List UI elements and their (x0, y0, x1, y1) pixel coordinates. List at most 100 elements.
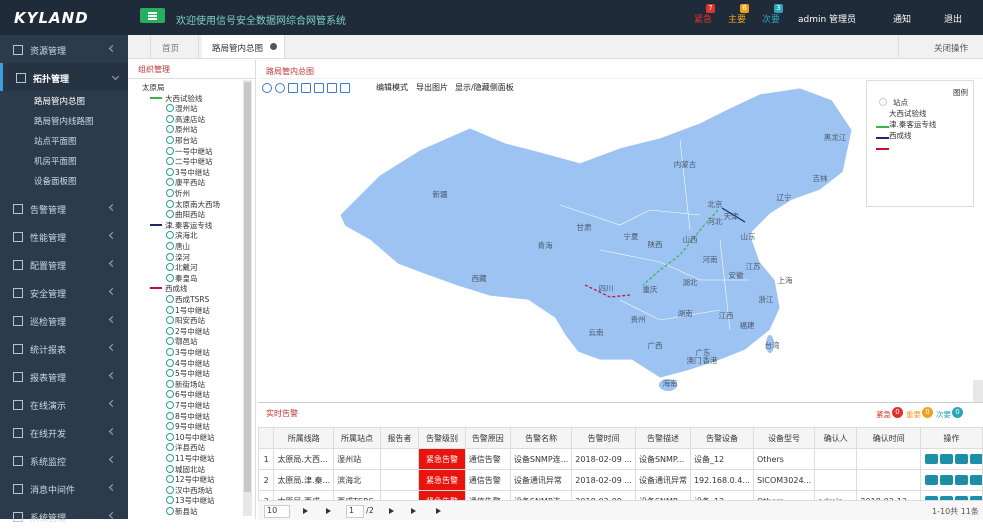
toolbar-icon[interactable] (327, 83, 337, 93)
tree-station[interactable]: 鄠邑站 (175, 337, 198, 347)
tree-station[interactable]: 7号中继站 (175, 401, 210, 410)
tree-station[interactable]: 忻州 (175, 189, 190, 198)
page-nav[interactable] (436, 508, 441, 514)
nav-item[interactable]: 统计报表 (0, 334, 128, 362)
nav-subitem[interactable]: 路局管内线路图 (34, 117, 94, 127)
tree-station[interactable]: 1号中继站 (175, 305, 210, 315)
page-nav[interactable] (411, 508, 416, 514)
toolbar-button[interactable]: 编辑模式 (376, 83, 408, 92)
tree-station[interactable]: 3号中继站 (175, 348, 210, 357)
nav-item[interactable]: 性能管理 (0, 222, 128, 250)
tree-station[interactable]: 唐山 (175, 242, 190, 251)
nav-subitem[interactable]: 路局管内总图 (34, 97, 86, 107)
user-menu[interactable]: admin 管理员 (798, 15, 857, 25)
tree-station[interactable]: 10号中继站 (175, 432, 215, 442)
tree-line[interactable]: 西成线 (165, 284, 188, 294)
action-button[interactable] (970, 475, 982, 485)
nav-item[interactable]: 系统监控 (0, 446, 128, 474)
alarm-row[interactable]: 3 太原局.西成... 西成TSRS 紧急告警 通信告警 设备SNMP连... 2018-0… (258, 490, 983, 500)
tree-line[interactable]: 津.秦客运专线 (165, 220, 213, 230)
tree-station[interactable]: 二号中继站 (175, 157, 213, 167)
toolbar-button[interactable]: 导出图片 (416, 83, 448, 92)
tab[interactable]: 路局管内总图 (202, 35, 285, 58)
toolbar-icon[interactable] (288, 83, 298, 93)
page-size[interactable]: 10 (264, 505, 290, 518)
tree-station[interactable]: 13号中继站 (175, 496, 215, 506)
nav-item[interactable]: 报表管理 (0, 362, 128, 390)
tree-station[interactable]: 5号中继站 (175, 369, 210, 379)
tree-station[interactable]: 太原南大西场 (175, 199, 220, 209)
tree-station[interactable]: 8号中继站 (175, 411, 210, 421)
tree-station[interactable]: 3号中继站 (175, 167, 210, 177)
action-button[interactable] (940, 454, 954, 464)
nav-item[interactable]: 告警管理 (0, 194, 128, 222)
notice[interactable]: 通知 (893, 15, 912, 25)
tree-station[interactable]: 北戴河 (175, 263, 198, 273)
action-button[interactable] (940, 475, 954, 485)
nav-subitem[interactable]: 站点平面图 (34, 137, 77, 147)
tree-station[interactable]: 邢台站 (175, 136, 198, 145)
nav-item[interactable]: 配置管理 (0, 250, 128, 278)
toolbar-icon[interactable] (262, 83, 272, 93)
toolbar-icon[interactable] (314, 83, 324, 93)
nav-item[interactable]: 系统管理 (0, 502, 128, 530)
toolbar-icon[interactable] (301, 83, 311, 93)
logout[interactable]: 退出 (944, 15, 963, 25)
toolbar-button[interactable]: 显示/隐藏侧面板 (455, 83, 514, 92)
tree-station[interactable]: 汉中西场站 (175, 485, 213, 495)
tree-station[interactable]: 11号中继站 (175, 454, 215, 463)
nav-item[interactable]: 消息中间件 (0, 474, 128, 502)
tree-station[interactable]: 新街场站 (175, 379, 205, 389)
tree-station[interactable]: 高速店站 (175, 114, 205, 124)
alarm-row[interactable]: 2 太原局.津.秦... 滨海北 紧急告警 通信告警 设备通讯异常 2018-02-09 .… (258, 469, 983, 491)
tree-station[interactable]: 6号中继站 (175, 390, 210, 400)
nav-subitem[interactable]: 设备面板图 (34, 177, 77, 187)
tree-station[interactable]: 新县站 (175, 507, 198, 516)
action-button[interactable] (925, 454, 939, 464)
page-input[interactable]: 1 (346, 505, 364, 518)
tab-prev[interactable] (128, 35, 151, 58)
action-button[interactable] (955, 454, 969, 464)
nav-item[interactable]: 在线演示 (0, 390, 128, 418)
tree-station[interactable]: 康平西站 (175, 178, 205, 188)
alarm-label[interactable]: 紧急 (694, 15, 713, 25)
action-button[interactable] (940, 496, 954, 500)
nav-subitem[interactable]: 机房平面图 (34, 157, 77, 167)
tree-station[interactable]: 城固北站 (175, 464, 205, 474)
alarm-label[interactable]: 次要 (762, 15, 781, 25)
action-button[interactable] (955, 496, 969, 500)
tree-station[interactable]: 曲阳西站 (175, 210, 205, 220)
tab-next[interactable] (898, 35, 921, 58)
page-nav[interactable] (326, 508, 331, 514)
nav-item[interactable]: 资源管理 (0, 35, 128, 63)
nav-item[interactable]: 安全管理 (0, 278, 128, 306)
tree-station[interactable]: 阳安西站 (175, 316, 205, 326)
tree-station[interactable]: 原州站 (175, 125, 198, 135)
action-button[interactable] (955, 475, 969, 485)
tree-station[interactable]: 2号中继站 (175, 326, 210, 336)
nav-item[interactable]: 巡检管理 (0, 306, 128, 334)
tree-station[interactable]: 湿州站 (175, 104, 198, 114)
tree-station[interactable]: 滨海北 (175, 231, 198, 241)
nav-item[interactable]: 拓扑管理 (0, 63, 131, 91)
close-ops[interactable]: 关闭操作 (934, 44, 969, 54)
tree-station[interactable]: 滦河 (175, 252, 190, 262)
tree-line[interactable]: 大西试验线 (165, 93, 203, 103)
tab[interactable]: 首页 (152, 35, 199, 58)
action-button[interactable] (925, 475, 939, 485)
tree-station[interactable]: 4号中继站 (175, 358, 210, 368)
tree-station[interactable]: 12号中继站 (175, 475, 215, 485)
action-button[interactable] (970, 454, 982, 464)
tree-station[interactable]: 秦皇岛 (175, 273, 198, 283)
action-button[interactable] (970, 496, 982, 500)
tree-station[interactable]: 一号中继站 (175, 146, 213, 156)
nav-item[interactable]: 在线开发 (0, 418, 128, 446)
toolbar-icon[interactable] (340, 83, 350, 93)
tree-station[interactable]: 9号中继站 (175, 422, 210, 432)
menu-button[interactable] (140, 8, 165, 23)
alarm-label[interactable]: 主要 (728, 15, 747, 25)
page-nav[interactable] (389, 508, 394, 514)
page-nav[interactable] (303, 508, 308, 514)
tree-station[interactable]: 洋县西站 (175, 443, 205, 453)
action-button[interactable] (925, 496, 939, 500)
